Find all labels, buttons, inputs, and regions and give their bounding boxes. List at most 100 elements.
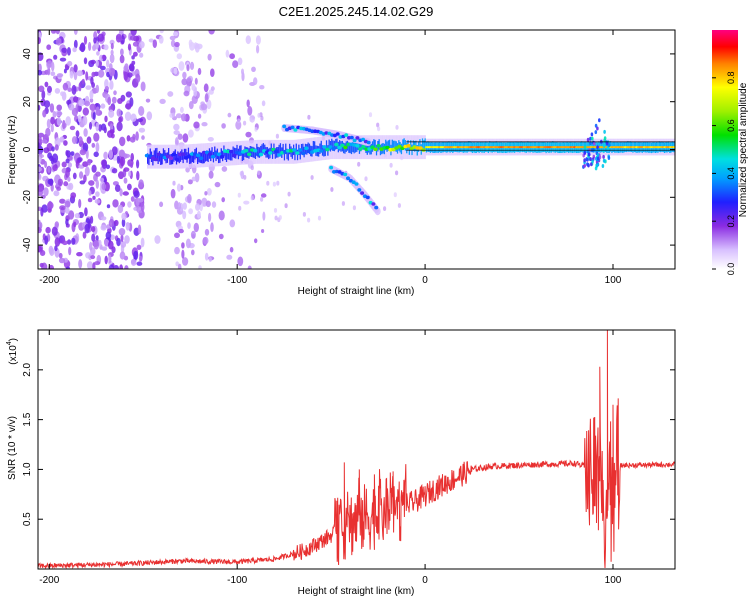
noise-speckle <box>101 159 108 170</box>
upper-branch-core <box>361 137 366 142</box>
noise-speckle <box>50 116 55 125</box>
noise-speckle <box>77 114 82 123</box>
noise-speckle <box>221 197 225 203</box>
signal-core <box>268 151 273 155</box>
noise-speckle <box>53 190 60 197</box>
noise-speckle <box>43 187 49 197</box>
noise-speckle <box>65 116 71 126</box>
noise-speckle <box>104 181 110 192</box>
noise-speckle <box>250 165 254 171</box>
noise-speckle <box>225 49 230 58</box>
noise-speckle <box>38 142 41 151</box>
noise-speckle <box>114 219 119 227</box>
noise-speckle <box>52 111 57 118</box>
noise-speckle <box>188 129 194 138</box>
signal-body <box>228 149 230 160</box>
x-tick-label: -200 <box>39 275 59 286</box>
noise-speckle <box>58 257 66 264</box>
noise-speckle <box>208 257 212 262</box>
signal-body <box>339 140 341 151</box>
signal-body <box>224 149 226 160</box>
signal-body <box>320 140 322 152</box>
noise-speckle <box>191 176 196 182</box>
noise-speckle <box>122 191 129 196</box>
signal-body <box>236 144 238 156</box>
signal-body <box>214 146 216 157</box>
noise-speckle <box>172 31 179 37</box>
noise-speckle <box>210 68 215 77</box>
signal-body <box>260 145 262 157</box>
noise-speckle <box>123 177 128 184</box>
noise-speckle <box>137 224 142 235</box>
signal-body <box>274 148 276 159</box>
noise-speckle <box>137 118 143 123</box>
burst-speckle <box>596 126 599 131</box>
noise-speckle <box>110 42 114 50</box>
noise-speckle <box>74 213 80 219</box>
noise-speckle <box>41 90 46 100</box>
noise-speckle <box>51 226 58 236</box>
noise-speckle <box>67 87 72 92</box>
noise-speckle <box>111 96 117 104</box>
noise-speckle <box>123 167 130 172</box>
upper-branch-core <box>366 140 371 145</box>
upper-branch-core <box>344 133 349 137</box>
signal-body <box>190 152 192 164</box>
signal-body <box>333 140 336 152</box>
burst-speckle <box>589 136 592 141</box>
burst-speckle <box>589 157 592 162</box>
burst-speckle <box>594 130 598 135</box>
noise-speckle <box>81 78 85 85</box>
noise-speckle <box>197 67 202 76</box>
lower-branch-core <box>354 182 359 186</box>
noise-speckle <box>89 241 93 251</box>
noise-speckle <box>73 30 78 35</box>
noise-speckle <box>70 192 77 199</box>
noise-speckle <box>54 88 61 94</box>
noise-speckle <box>67 239 72 245</box>
noise-speckle <box>121 218 126 228</box>
noise-speckle <box>284 203 288 209</box>
noise-speckle <box>94 261 101 266</box>
noise-speckle <box>393 192 397 198</box>
x-tick-label: -200 <box>39 575 59 586</box>
burst-speckle <box>583 158 586 163</box>
noise-speckle <box>103 44 109 51</box>
noise-speckle <box>181 249 185 259</box>
noise-speckle <box>138 179 144 188</box>
noise-speckle <box>99 177 105 182</box>
signal-body <box>247 147 249 158</box>
noise-speckle <box>94 199 101 204</box>
noise-speckle <box>49 247 55 256</box>
y-tick-label: 20 <box>22 96 33 108</box>
signal-body <box>308 143 311 155</box>
noise-speckle <box>84 223 90 234</box>
noise-speckle <box>65 158 70 164</box>
noise-speckle <box>82 107 90 116</box>
noise-speckle <box>126 183 132 191</box>
noise-speckle <box>159 30 164 34</box>
noise-speckle <box>76 70 84 77</box>
noise-speckle <box>50 124 54 133</box>
noise-speckle <box>145 98 151 103</box>
noise-speckle <box>138 106 145 116</box>
noise-speckle <box>120 48 124 56</box>
noise-speckle <box>119 264 123 269</box>
noise-speckle <box>45 226 51 234</box>
noise-speckle <box>54 245 58 252</box>
burst-speckle <box>591 159 594 164</box>
noise-speckle <box>107 96 112 106</box>
noise-speckle <box>100 224 107 231</box>
noise-speckle <box>136 244 142 250</box>
noise-speckle <box>95 179 100 189</box>
noise-speckle <box>138 41 145 49</box>
burst-speckle <box>594 123 598 128</box>
noise-speckle <box>193 222 199 233</box>
noise-speckle <box>125 91 132 98</box>
noise-speckle <box>119 188 123 197</box>
noise-speckle <box>218 233 224 240</box>
y-tick-label: 2.0 <box>22 362 33 376</box>
noise-speckle <box>251 66 256 73</box>
noise-speckle <box>82 161 89 168</box>
signal-body <box>391 139 393 151</box>
